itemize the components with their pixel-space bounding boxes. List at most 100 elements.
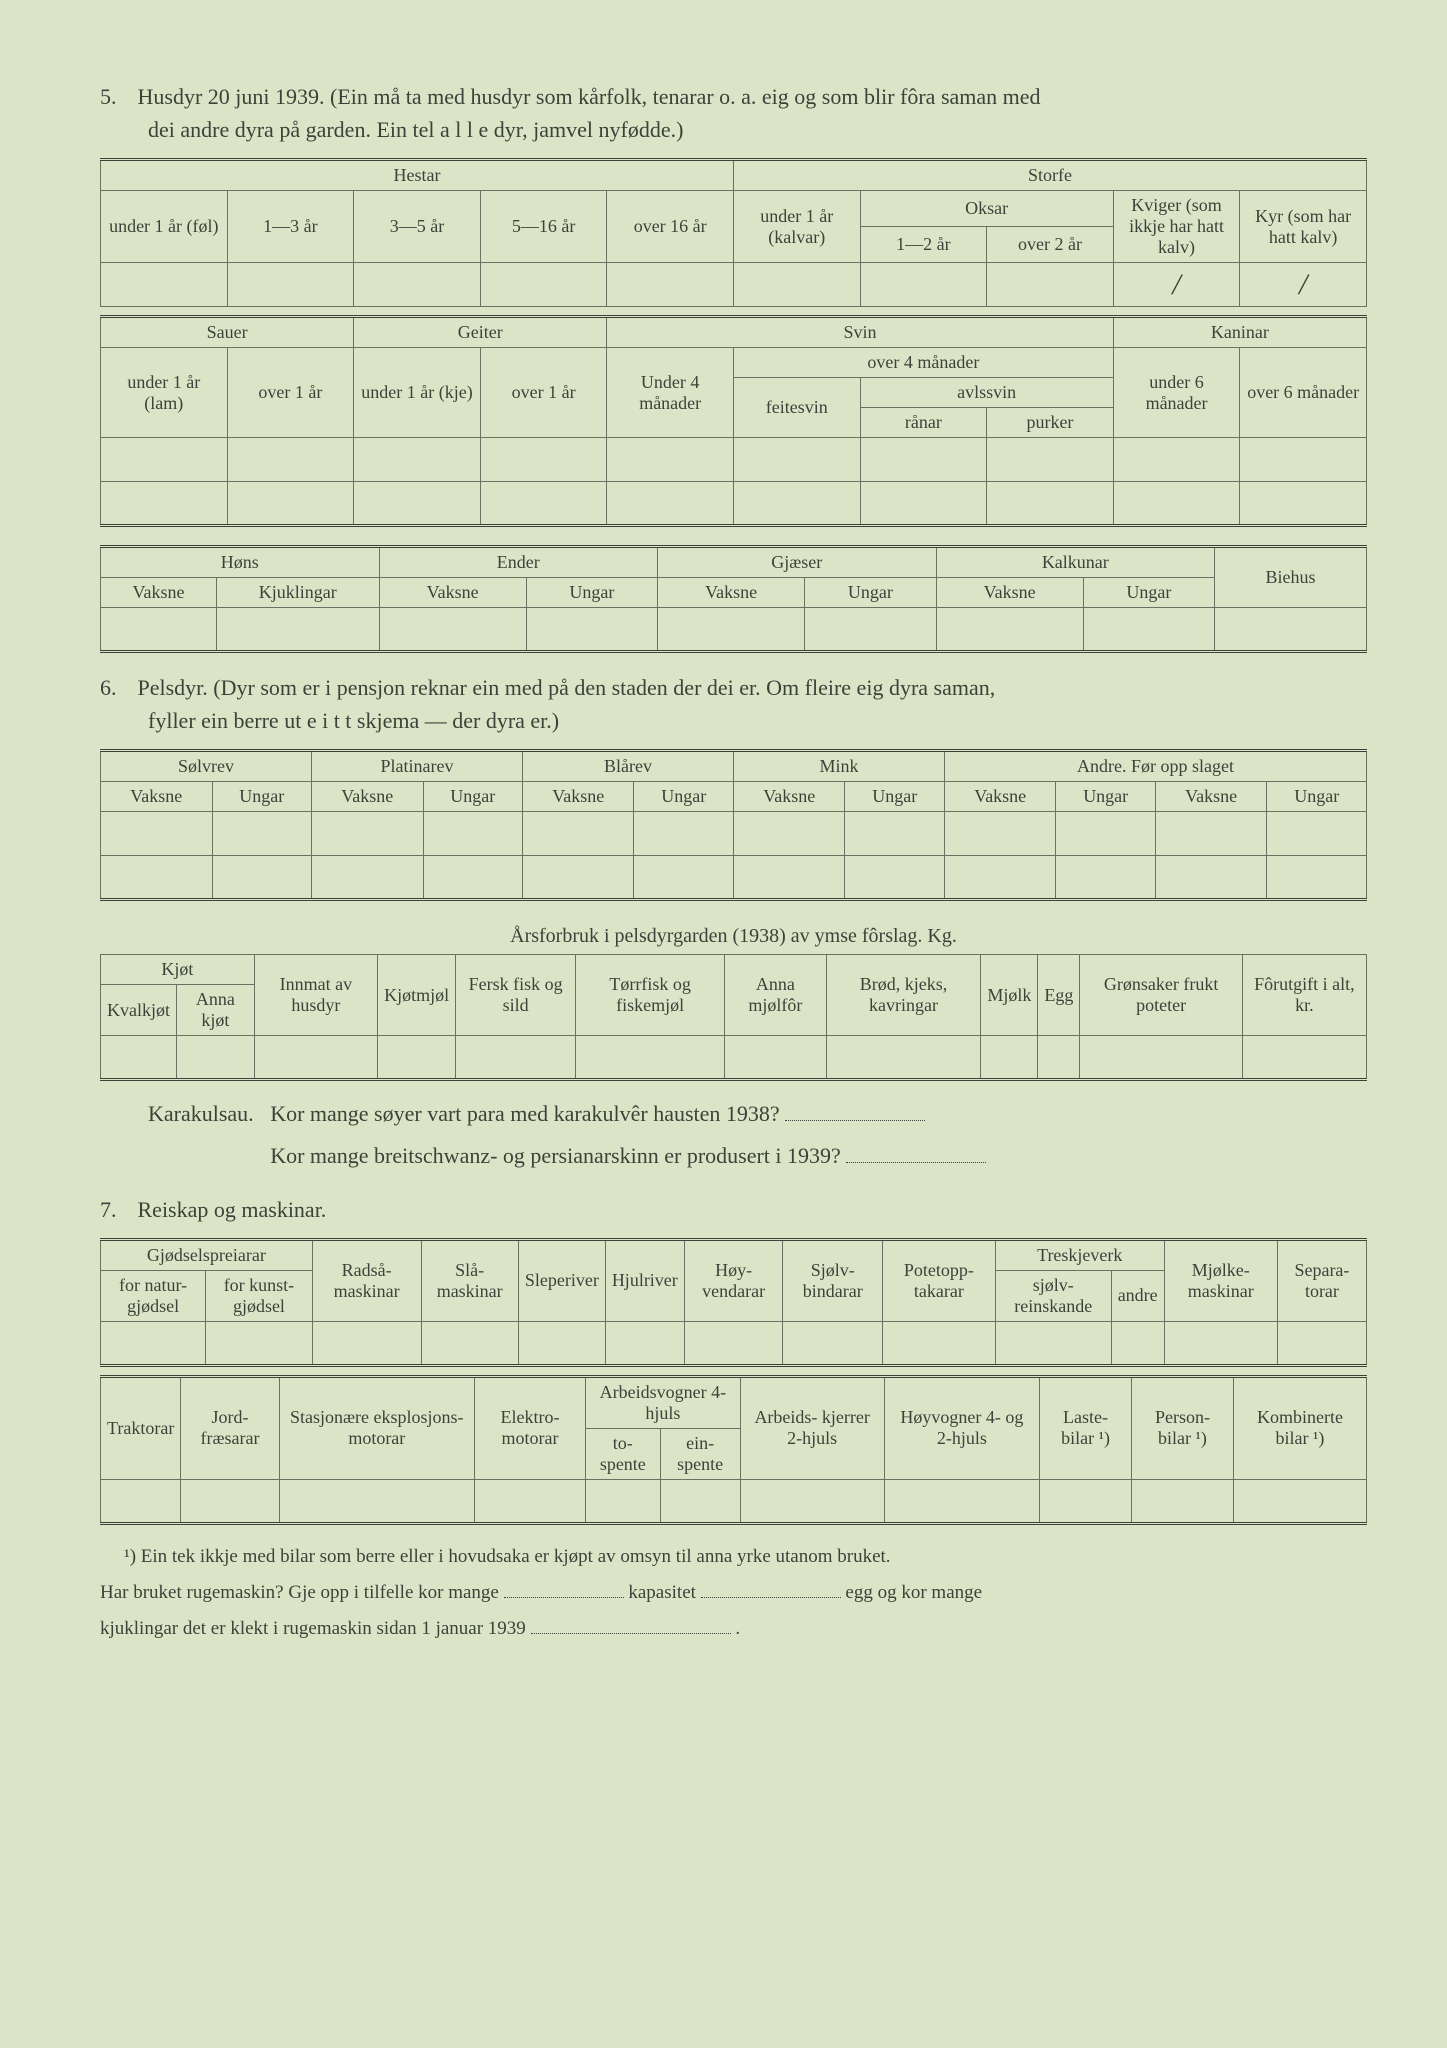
hdr-solvrev: Sølvrev: [101, 751, 312, 782]
hdr-elektro: Elektro- motorar: [474, 1376, 585, 1479]
cell: [883, 1321, 996, 1365]
cell-kviger: /: [1113, 263, 1240, 307]
hdr-stasj: Stasjonære eksplosjons- motorar: [279, 1376, 474, 1479]
hdr-gjodsel: Gjødselspreiarar: [101, 1239, 313, 1270]
cell: [605, 1321, 684, 1365]
hdr-over16: over 16 år: [607, 191, 734, 263]
cell: [423, 856, 522, 900]
cell: [995, 1321, 1111, 1365]
cell: [860, 438, 987, 482]
section-7-number: 7.: [100, 1193, 132, 1226]
hdr-vaksne: Vaksne: [1155, 782, 1267, 812]
cell: [354, 438, 481, 482]
hdr-hons: Høns: [101, 547, 380, 578]
cell: [312, 1321, 421, 1365]
hdr-purker: purker: [987, 408, 1114, 438]
cell: [101, 438, 228, 482]
cell: [101, 1036, 177, 1080]
hdr-innmat: Innmat av husdyr: [254, 955, 377, 1036]
cell: [212, 856, 311, 900]
hdr-vaksne: Vaksne: [658, 578, 805, 608]
cell: [586, 1479, 661, 1523]
cell: [1240, 482, 1367, 526]
hdr-ungar: Ungar: [805, 578, 936, 608]
hdr-ungar: Ungar: [212, 782, 311, 812]
cell: [987, 482, 1114, 526]
hdr-oksar-over2: over 2 år: [987, 227, 1114, 263]
cell: [1056, 812, 1155, 856]
blank-line: [504, 1577, 624, 1598]
hdr-over1-sau: over 1 år: [227, 348, 354, 438]
hdr-natur: for natur- gjødsel: [101, 1270, 206, 1321]
cell: [1083, 608, 1214, 652]
hdr-vaksne: Vaksne: [379, 578, 526, 608]
hdr-gjaeser: Gjæser: [658, 547, 937, 578]
cell: [1040, 1479, 1132, 1523]
cell: [1155, 812, 1267, 856]
hdr-ungar: Ungar: [1056, 782, 1155, 812]
cell: [660, 1479, 740, 1523]
cell: [733, 263, 860, 307]
table-hestar-storfe: Hestar Storfe under 1 år (føl) 1—3 år 3—…: [100, 158, 1367, 307]
cell: [826, 1036, 981, 1080]
karakul-questions: Karakulsau. Kor mange søyer vart para me…: [100, 1093, 1367, 1177]
hdr-ungar: Ungar: [634, 782, 733, 812]
hdr-arbeidsv: Arbeidsvogner 4-hjuls: [586, 1376, 741, 1428]
cell: [733, 482, 860, 526]
cell: [607, 438, 734, 482]
cell: [944, 812, 1056, 856]
hdr-kjotmjol: Kjøtmjøl: [378, 955, 456, 1036]
cell: [740, 1479, 884, 1523]
tally-mark: /: [1172, 268, 1180, 301]
cell: [101, 608, 217, 652]
cell: [378, 1036, 456, 1080]
cell: [1080, 1036, 1242, 1080]
cell: [805, 608, 936, 652]
hdr-einspente: ein-spente: [660, 1428, 740, 1479]
hdr-kalkunar: Kalkunar: [936, 547, 1215, 578]
cell: [783, 1321, 883, 1365]
cell: [1132, 1479, 1234, 1523]
hdr-traktorar: Traktorar: [101, 1376, 181, 1479]
table-reiskap-a: Gjødselspreiarar Radså- maskinar Slå- ma…: [100, 1238, 1367, 1367]
cell: [1277, 1321, 1366, 1365]
hdr-forutg: Fôrutgift i alt, kr.: [1242, 955, 1366, 1036]
hdr-sleperiver: Sleperiver: [518, 1239, 605, 1321]
hdr-gron: Grønsaker frukt poteter: [1080, 955, 1242, 1036]
hdr-kvalkjot: Kvalkjøt: [101, 985, 177, 1036]
hdr-mjolke: Mjølke- maskinar: [1164, 1239, 1277, 1321]
cell: [684, 1321, 783, 1365]
cell: [379, 608, 526, 652]
cell: [576, 1036, 725, 1080]
cell: [733, 856, 845, 900]
hdr-under1-lam: under 1 år (lam): [101, 348, 228, 438]
hdr-platinarev: Platinarev: [311, 751, 522, 782]
cell: [1215, 608, 1367, 652]
hdr-ender: Ender: [379, 547, 658, 578]
cell: [101, 856, 213, 900]
hdr-under1-fol: under 1 år (føl): [101, 191, 228, 263]
cell: [522, 812, 634, 856]
hdr-kjuklingar: Kjuklingar: [217, 578, 379, 608]
cell: [1155, 856, 1267, 900]
section-5-title-line1: Husdyr 20 juni 1939. (Ein må ta med husd…: [138, 84, 1041, 109]
section-6-title-line2: fyller ein berre ut e i t t skjema — der…: [100, 704, 1367, 737]
hdr-5-16: 5—16 år: [480, 191, 607, 263]
cell: [101, 1321, 206, 1365]
rugemaskin-q-d: kjuklingar det er klekt i rugemaskin sid…: [100, 1618, 526, 1639]
hdr-jordf: Jord- fræsarar: [181, 1376, 279, 1479]
cell: [1113, 438, 1240, 482]
cell: [884, 1479, 1039, 1523]
cell: [658, 608, 805, 652]
section-5-title-line2: dei andre dyra på garden. Ein tel a l l …: [100, 113, 1367, 146]
hdr-storfe: Storfe: [733, 160, 1366, 191]
table-arsforbruk: Kjøt Innmat av husdyr Kjøtmjøl Fersk fis…: [100, 954, 1367, 1081]
hdr-andre: andre: [1111, 1270, 1164, 1321]
cell: [311, 812, 423, 856]
section-6-heading: 6. Pelsdyr. (Dyr som er i pensjon reknar…: [100, 671, 1367, 737]
hdr-hoyvogn: Høyvogner 4- og 2-hjuls: [884, 1376, 1039, 1479]
cell-kyr: /: [1240, 263, 1367, 307]
cell: [1233, 1479, 1366, 1523]
section-5-heading: 5. Husdyr 20 juni 1939. (Ein må ta med h…: [100, 80, 1367, 146]
hdr-radsa: Radså- maskinar: [312, 1239, 421, 1321]
